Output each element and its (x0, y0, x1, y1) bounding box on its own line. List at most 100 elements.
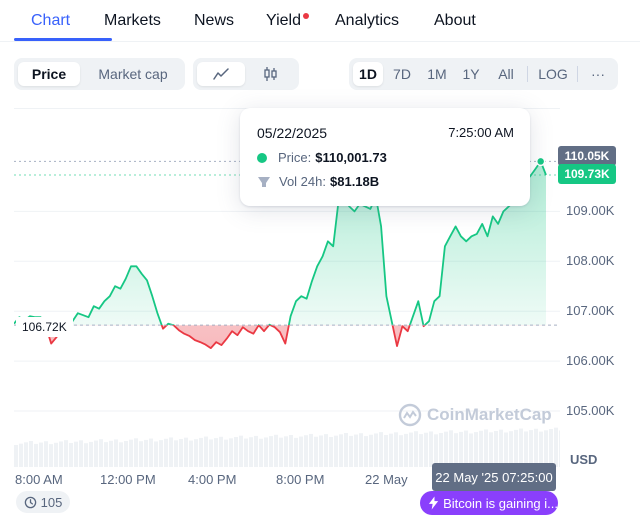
volume-bar (254, 435, 258, 467)
volume-bar (514, 429, 518, 467)
range-1y[interactable]: 1Y (462, 66, 480, 82)
volume-bar (174, 440, 178, 467)
volume-bar (474, 432, 478, 467)
price-line-down (44, 325, 427, 349)
chart-style-toggle (193, 58, 299, 90)
tooltip-volume-label: Vol 24h: (279, 174, 326, 189)
price-area-up (14, 161, 546, 326)
volume-bar (249, 437, 253, 467)
range-1d[interactable]: 1D (353, 62, 383, 86)
tooltip-volume-value: $81.18B (330, 174, 380, 189)
volume-bar (334, 435, 338, 467)
volume-bar (264, 437, 268, 467)
volume-bar (274, 434, 278, 467)
current-price-tag: 109.73K (558, 164, 616, 184)
crosshair-time-tag: 22 May '25 07:25:00 (432, 463, 556, 491)
volume-bar (239, 435, 243, 467)
volume-bar (189, 440, 193, 467)
x-tick-label: 12:00 PM (100, 472, 156, 487)
more-options-button[interactable]: ··· (591, 66, 605, 82)
volume-bar (209, 439, 213, 467)
lightning-icon (428, 496, 439, 510)
volume-bar (304, 435, 308, 467)
volume-bar (204, 436, 208, 467)
volume-bar (359, 433, 363, 467)
price-line-up (14, 160, 547, 326)
x-tick-label: 22 May (365, 472, 408, 487)
tooltip-price-label: Price: (278, 150, 312, 165)
volume-bar (199, 437, 203, 467)
market-cap-button[interactable]: Market cap (98, 66, 168, 82)
volume-bar (124, 441, 128, 467)
log-scale-button[interactable]: LOG (538, 66, 568, 82)
volume-bar (104, 442, 108, 467)
volume-bar (154, 441, 158, 467)
volume-bar (534, 428, 538, 467)
volume-bar (244, 438, 248, 467)
volume-bar (14, 445, 18, 467)
notification-dot (303, 13, 309, 19)
volume-bar (484, 429, 488, 467)
volume-bar (479, 430, 483, 467)
volume-bar (424, 432, 428, 467)
volume-bar (219, 436, 223, 467)
volume-bar (394, 432, 398, 467)
volume-bar (164, 438, 168, 467)
x-tick-label: 8:00 AM (15, 472, 63, 487)
replay-button[interactable]: 105 (16, 491, 70, 513)
price-button[interactable]: Price (18, 62, 80, 86)
volume-bar (544, 430, 548, 467)
volume-bar (29, 441, 33, 467)
watermark: CoinMarketCap (398, 403, 552, 427)
y-axis-unit: USD (570, 452, 598, 467)
baseline-price-label: 106.72K (16, 317, 73, 337)
x-tick-label: 4:00 PM (188, 472, 237, 487)
tab-analytics[interactable]: Analytics (335, 12, 400, 29)
volume-bar (389, 433, 393, 467)
active-tab-indicator (14, 38, 112, 41)
volume-bar (419, 434, 423, 467)
volume-bar (309, 433, 313, 467)
y-tick-label: 109.00K (566, 203, 615, 218)
volume-bar (369, 434, 373, 467)
price-marketcap-toggle: Price Market cap (14, 58, 185, 90)
tooltip-price-row: Price: $110,001.73 (257, 150, 387, 165)
range-1m[interactable]: 1M (427, 66, 447, 82)
tooltip-volume-row: Vol 24h: $81.18B (257, 174, 379, 189)
hover-point (535, 156, 546, 167)
news-pill[interactable]: Bitcoin is gaining i... (420, 491, 558, 515)
volume-bar (314, 436, 318, 467)
volume-bar (224, 439, 228, 467)
volume-bar (364, 436, 368, 467)
news-pill-text: Bitcoin is gaining i... (443, 495, 558, 511)
range-7d[interactable]: 7D (393, 66, 411, 82)
volume-bar (449, 430, 453, 467)
line-chart-button[interactable] (197, 62, 245, 86)
tooltip-date: 05/22/2025 (257, 125, 328, 141)
price-line (14, 160, 547, 349)
volume-bar (289, 435, 293, 467)
volume-bar (439, 432, 443, 467)
volume-bar (84, 443, 88, 467)
candlestick-button[interactable] (247, 62, 295, 86)
volume-bar (469, 433, 473, 467)
volume-bar (459, 431, 463, 467)
line-chart-icon (213, 68, 229, 80)
volume-bar (39, 442, 43, 467)
volume-bar (494, 430, 498, 467)
volume-bar (324, 434, 328, 467)
volume-bar (214, 438, 218, 467)
volume-bars (14, 427, 563, 467)
price-area (14, 161, 546, 349)
tab-markets[interactable]: Markets (104, 12, 161, 29)
volume-bar (64, 440, 68, 467)
volume-bar (94, 440, 98, 467)
range-all[interactable]: All (498, 66, 514, 82)
volume-bar (414, 431, 418, 467)
tab-yield[interactable]: Yield (266, 12, 301, 29)
tab-news[interactable]: News (194, 12, 235, 29)
tab-about[interactable]: About (434, 12, 476, 29)
volume-bar (539, 431, 543, 467)
tab-chart[interactable]: Chart (31, 12, 71, 29)
volume-bar (524, 431, 528, 467)
